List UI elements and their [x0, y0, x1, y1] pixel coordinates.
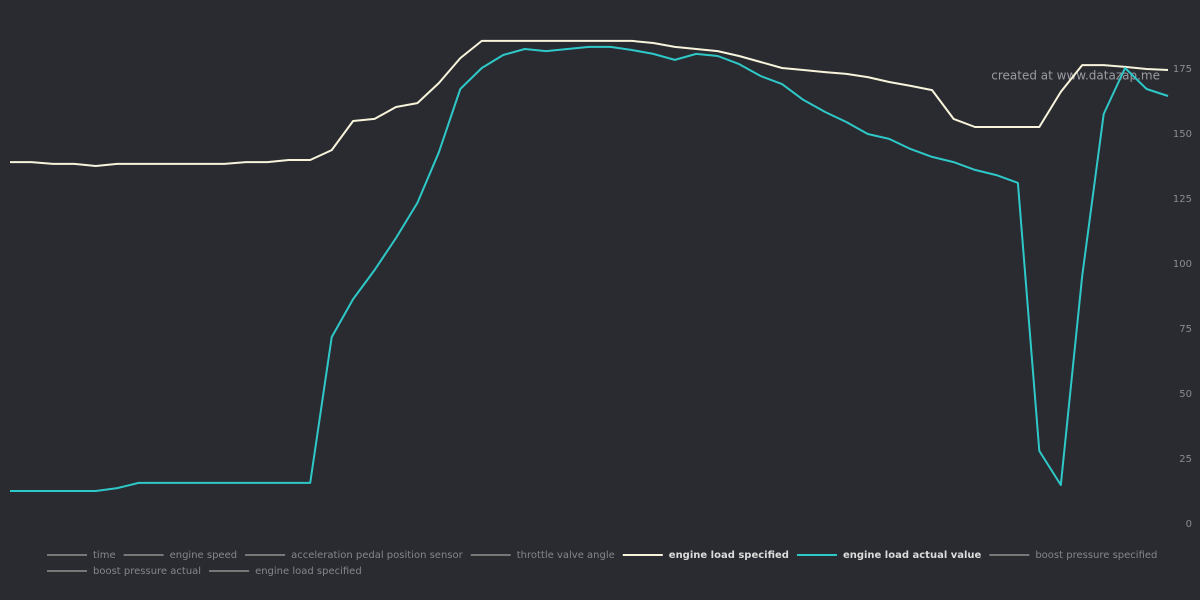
y-tick-label: 100 — [1173, 259, 1192, 270]
series-line — [10, 39, 1169, 167]
y-tick-label: 150 — [1173, 129, 1192, 140]
watermark: created at www.datazap.me — [991, 69, 1160, 83]
legend-label[interactable]: engine load specified — [255, 566, 362, 577]
y-tick-label: 125 — [1173, 194, 1192, 205]
legend-label[interactable]: engine speed — [170, 550, 238, 561]
series-line — [10, 45, 1169, 492]
legend-label[interactable]: engine load specified — [669, 550, 789, 561]
legend-label[interactable]: boost pressure specified — [1035, 550, 1157, 561]
legend-label[interactable]: throttle valve angle — [517, 550, 615, 561]
legend-label[interactable]: acceleration pedal position sensor — [291, 550, 464, 561]
legend-label[interactable]: engine load actual value — [843, 550, 982, 561]
y-tick-label: 0 — [1186, 519, 1192, 530]
legend-label[interactable]: time — [93, 550, 116, 561]
y-tick-label: 75 — [1179, 324, 1192, 335]
y-tick-label: 25 — [1179, 454, 1192, 465]
legend-label[interactable]: boost pressure actual — [93, 566, 201, 577]
y-tick-label: 175 — [1173, 64, 1192, 75]
y-tick-label: 50 — [1179, 389, 1192, 400]
